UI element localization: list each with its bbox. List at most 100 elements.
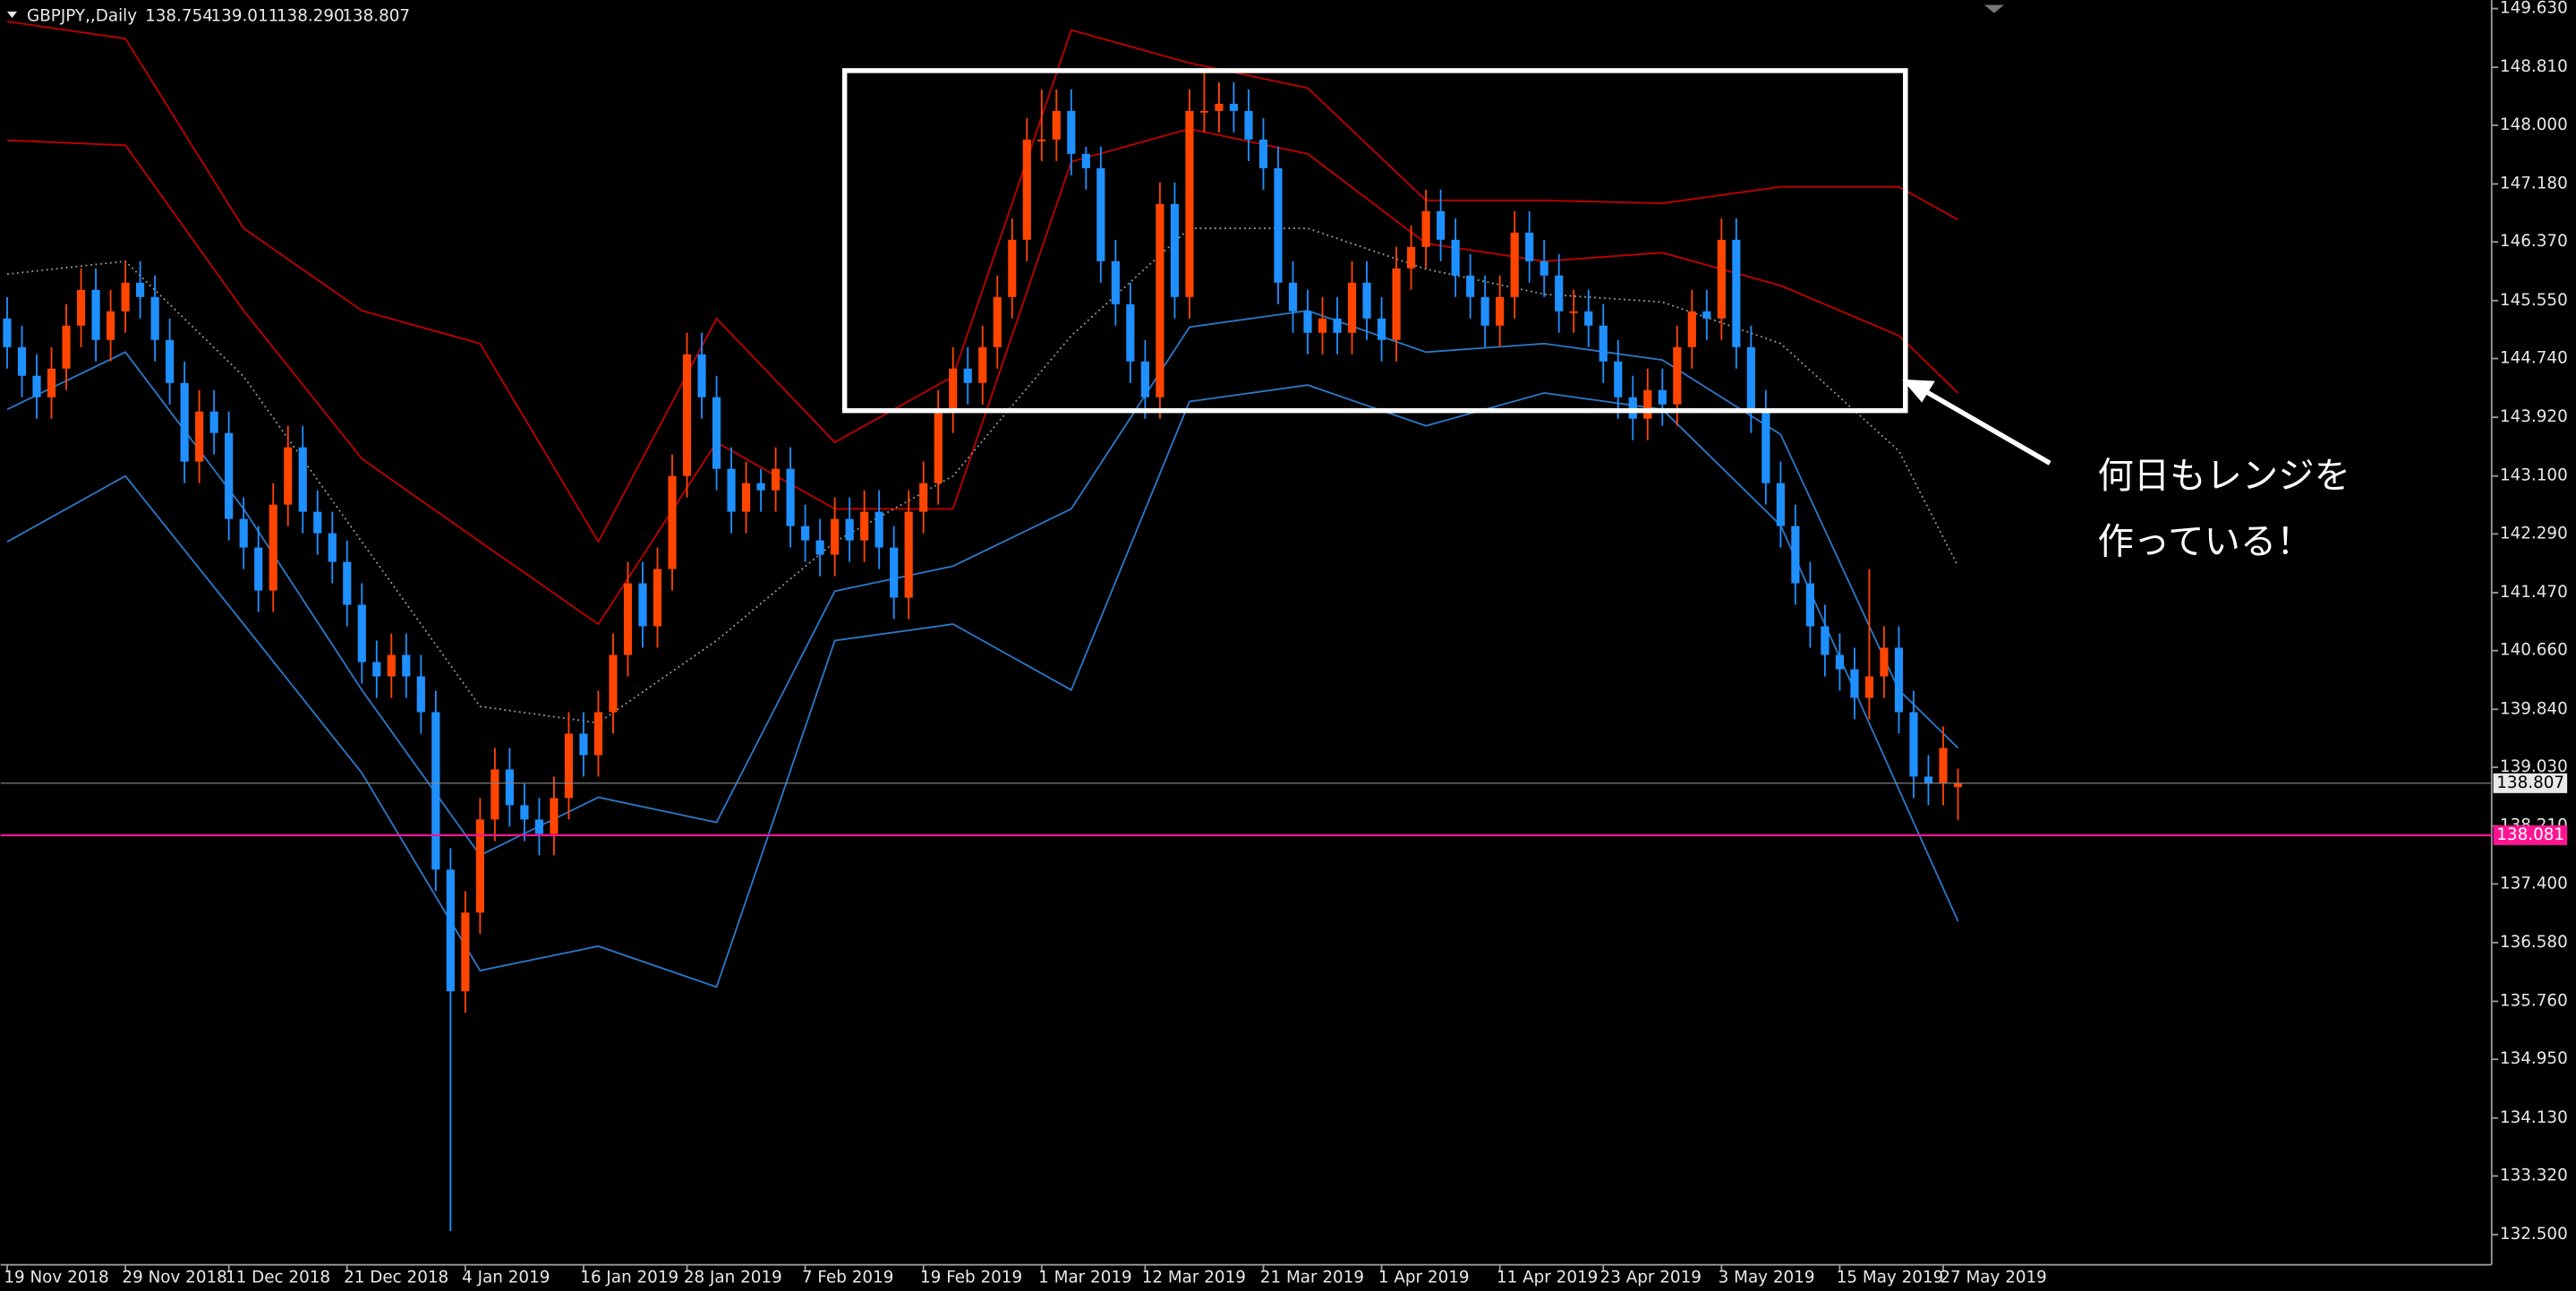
candle-body bbox=[1111, 261, 1120, 304]
candle-body bbox=[727, 468, 736, 512]
candle-body bbox=[446, 869, 455, 992]
current-price-label: 138.807 bbox=[2496, 774, 2564, 792]
candle-body bbox=[712, 397, 721, 469]
candle-body bbox=[1909, 712, 1918, 777]
x-tick-label: 12 Mar 2019 bbox=[1142, 1268, 1246, 1287]
candle-body bbox=[653, 569, 662, 627]
candle-body bbox=[1170, 203, 1179, 297]
y-tick-label: 132.500 bbox=[2500, 1225, 2568, 1244]
candle-body bbox=[166, 339, 175, 383]
candle-body bbox=[328, 533, 337, 562]
candle-body bbox=[609, 654, 618, 713]
candle-body bbox=[107, 311, 115, 340]
candle-body bbox=[387, 654, 396, 677]
candle-body bbox=[1628, 397, 1637, 419]
candle-body bbox=[564, 733, 574, 799]
candle-body bbox=[772, 468, 780, 491]
candle-body bbox=[3, 318, 12, 347]
candle-body bbox=[76, 289, 86, 326]
y-tick-label: 140.660 bbox=[2500, 641, 2568, 660]
x-tick-label: 15 May 2019 bbox=[1837, 1268, 1944, 1287]
y-tick-label: 143.100 bbox=[2500, 466, 2568, 485]
candle-body bbox=[490, 769, 499, 820]
candle-body bbox=[638, 583, 647, 627]
candle-body bbox=[1052, 110, 1061, 140]
candle-body bbox=[180, 382, 189, 462]
candle-body bbox=[668, 475, 677, 569]
candle-body bbox=[1022, 139, 1031, 240]
candle-body bbox=[121, 282, 130, 312]
y-tick-label: 142.290 bbox=[2500, 524, 2568, 543]
candle-body bbox=[91, 289, 100, 340]
x-tick-label: 28 Jan 2019 bbox=[684, 1268, 782, 1287]
y-tick-label: 139.840 bbox=[2500, 699, 2568, 718]
candle-body bbox=[1081, 153, 1090, 168]
candle-body bbox=[1880, 647, 1889, 677]
candle-body bbox=[756, 483, 765, 491]
candle-body bbox=[1805, 583, 1814, 627]
candle-body bbox=[1923, 776, 1933, 784]
candle-body bbox=[313, 511, 322, 534]
y-tick-label: 135.760 bbox=[2500, 991, 2568, 1010]
candle-body bbox=[1673, 346, 1682, 405]
x-tick-label: 29 Nov 2018 bbox=[122, 1268, 226, 1287]
x-tick-label: 4 Jan 2019 bbox=[462, 1268, 550, 1287]
y-tick-label: 143.920 bbox=[2500, 407, 2568, 426]
candle-body bbox=[786, 468, 795, 526]
y-tick-label: 139.030 bbox=[2500, 757, 2568, 776]
candle-body bbox=[1496, 296, 1505, 326]
candle-body bbox=[254, 547, 263, 591]
candle-body bbox=[1864, 676, 1874, 698]
candle-body bbox=[1702, 311, 1711, 319]
x-tick-label: 11 Apr 2019 bbox=[1497, 1268, 1598, 1287]
candle-body bbox=[1791, 526, 1800, 584]
candle-body bbox=[47, 368, 56, 398]
candle-body bbox=[1761, 411, 1770, 483]
candle-body bbox=[1480, 296, 1489, 326]
candle-body bbox=[225, 432, 234, 519]
y-tick-label: 134.130 bbox=[2500, 1108, 2568, 1127]
header-low: 138.290 bbox=[277, 6, 345, 25]
candle-body bbox=[1437, 210, 1446, 240]
y-tick-label: 141.470 bbox=[2500, 583, 2568, 602]
candle-body bbox=[1096, 167, 1105, 261]
candle-body bbox=[1274, 167, 1283, 283]
candle-body bbox=[1687, 311, 1696, 347]
candle-body bbox=[209, 411, 218, 433]
candle-body bbox=[431, 712, 440, 870]
candle-body bbox=[62, 325, 71, 369]
candle-body bbox=[993, 296, 1002, 347]
y-tick-label: 148.000 bbox=[2500, 115, 2568, 134]
candle-body bbox=[550, 798, 559, 834]
candle-body bbox=[1776, 483, 1785, 526]
candle-body bbox=[682, 354, 692, 476]
candle-body bbox=[934, 411, 943, 483]
candle-body bbox=[1569, 311, 1578, 313]
candle-body bbox=[1525, 232, 1534, 261]
candle-body bbox=[963, 368, 972, 383]
candle-body bbox=[1008, 239, 1017, 297]
candle-body bbox=[136, 282, 145, 297]
range-box bbox=[841, 68, 1908, 414]
indicator-band bbox=[6, 310, 1959, 857]
x-tick-label: 21 Mar 2019 bbox=[1260, 1268, 1364, 1287]
candle-body bbox=[919, 483, 928, 512]
candle-body bbox=[949, 368, 958, 412]
candle-body bbox=[298, 447, 307, 512]
candle-body bbox=[845, 518, 854, 541]
candle-body bbox=[1288, 282, 1298, 312]
candle-body bbox=[1303, 311, 1312, 333]
candle-body bbox=[904, 511, 913, 598]
candle-body bbox=[343, 561, 352, 605]
candle-body bbox=[505, 769, 514, 806]
candle-body bbox=[32, 375, 41, 398]
annotation-line: 何日もレンジを bbox=[2097, 455, 2350, 497]
candle-body bbox=[1037, 139, 1046, 141]
x-tick-label: 19 Nov 2018 bbox=[4, 1268, 108, 1287]
header-open: 138.754 bbox=[145, 6, 213, 25]
candle-body bbox=[1658, 389, 1667, 405]
candle-body bbox=[150, 296, 159, 340]
